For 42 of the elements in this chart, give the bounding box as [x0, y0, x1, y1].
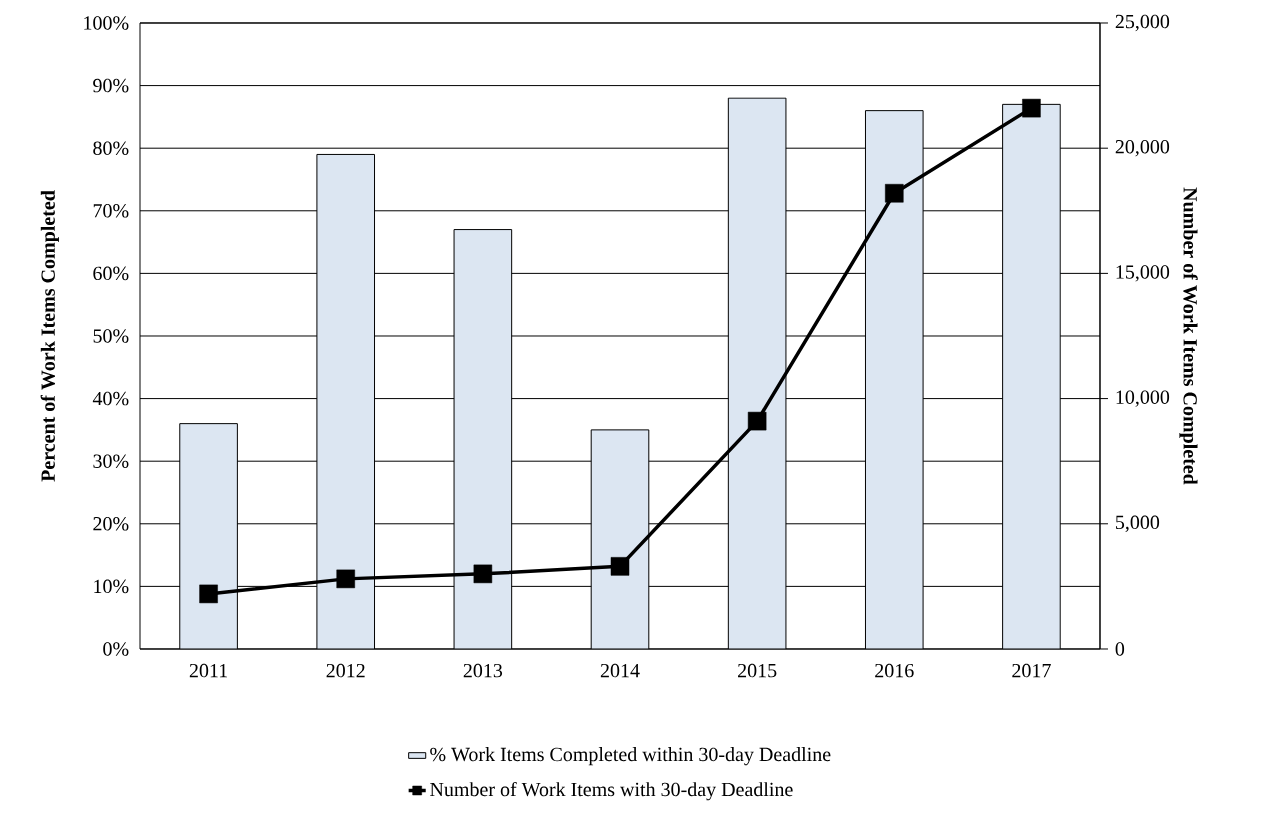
x-tick-label: 2012 — [326, 663, 365, 678]
y2-tick-label: 0 — [1115, 642, 1125, 656]
point — [885, 184, 904, 203]
x-tick-label: 2014 — [600, 663, 640, 678]
bar — [727, 97, 787, 649]
legend-label: Number of Work Items with 30-day Deadline — [430, 781, 793, 801]
point — [473, 564, 493, 584]
bar — [1002, 103, 1061, 649]
y-tick-label: 10% — [94, 579, 129, 594]
y2-tick-label: 15,000 — [1116, 265, 1170, 282]
bar — [453, 229, 513, 649]
y-tick-label: 20% — [93, 517, 129, 531]
point — [336, 569, 355, 589]
y-tick-label: 90% — [93, 78, 129, 93]
point — [1022, 98, 1041, 118]
y-tick-label: 60% — [93, 266, 129, 281]
bar — [864, 110, 924, 649]
y-axis-title: Percent of Work Items Completed — [40, 190, 59, 482]
y-tick-label: 70% — [93, 204, 129, 218]
y2-tick-label: 20,000 — [1115, 140, 1170, 157]
y-tick-label: 50% — [93, 329, 129, 343]
y-tick-label: 30% — [93, 454, 129, 468]
y-tick-label: 40% — [92, 391, 129, 406]
bar — [316, 153, 376, 649]
point — [747, 411, 767, 431]
x-tick-label: 2015 — [738, 663, 777, 678]
x-tick-label: 2013 — [463, 663, 503, 678]
y2-tick-label: 10,000 — [1116, 390, 1170, 407]
y2-tick-label: 25,000 — [1115, 14, 1170, 32]
y2-axis-title: Number of Work Items Completed — [1179, 187, 1198, 485]
x-tick-label: 2017 — [1012, 663, 1051, 678]
y-tick-label: 0% — [103, 642, 129, 656]
bar — [590, 429, 650, 649]
bar — [179, 423, 238, 649]
y2-tick-label: 5,000 — [1116, 515, 1160, 532]
x-tick-label: 2011 — [189, 663, 228, 678]
legend-label: % Work Items Completed within 30-day Deadline — [430, 747, 831, 766]
point — [610, 557, 630, 576]
y-tick-label: 80% — [93, 141, 129, 155]
point — [199, 584, 218, 604]
x-tick-label: 2016 — [875, 663, 914, 678]
y-tick-label: 100% — [84, 16, 129, 30]
